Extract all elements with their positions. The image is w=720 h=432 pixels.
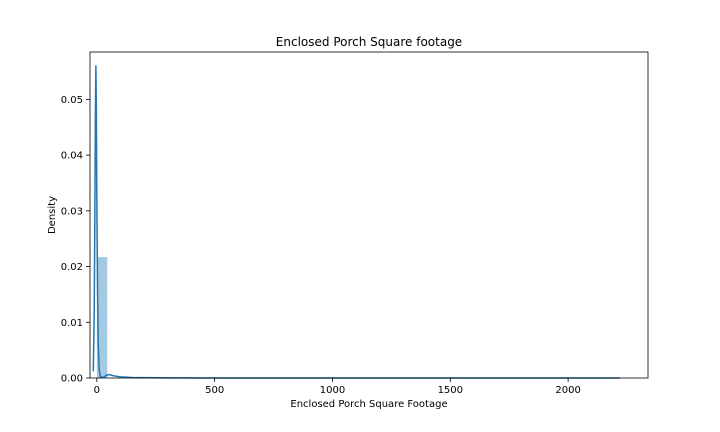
y-tick-label: 0.02 [61,262,83,273]
x-tick-label: 1000 [320,385,345,396]
x-tick-label: 2000 [555,385,580,396]
x-tick-label: 0 [94,385,100,396]
axes-frame [89,51,649,379]
x-tick-label: 500 [205,385,224,396]
y-tick-label: 0.03 [61,206,83,217]
y-axis-ticks: 0.00 0.01 0.02 0.03 0.04 0.05 [61,95,90,385]
y-tick-label: 0.00 [61,374,83,385]
x-axis-ticks: 0 500 1000 1500 2000 [94,378,581,396]
x-tick-label: 1500 [438,385,463,396]
x-axis-label: Enclosed Porch Square Footage [290,399,447,410]
kde-curve-layer [92,65,620,379]
chart-title: Enclosed Porch Square footage [276,35,462,49]
histogram-bars [96,257,108,378]
kde-curve [92,65,620,379]
y-tick-label: 0.05 [61,95,83,106]
y-tick-label: 0.01 [61,318,83,329]
y-tick-label: 0.04 [61,151,83,162]
histogram-bar [96,257,108,378]
y-axis-label: Density [47,196,58,234]
